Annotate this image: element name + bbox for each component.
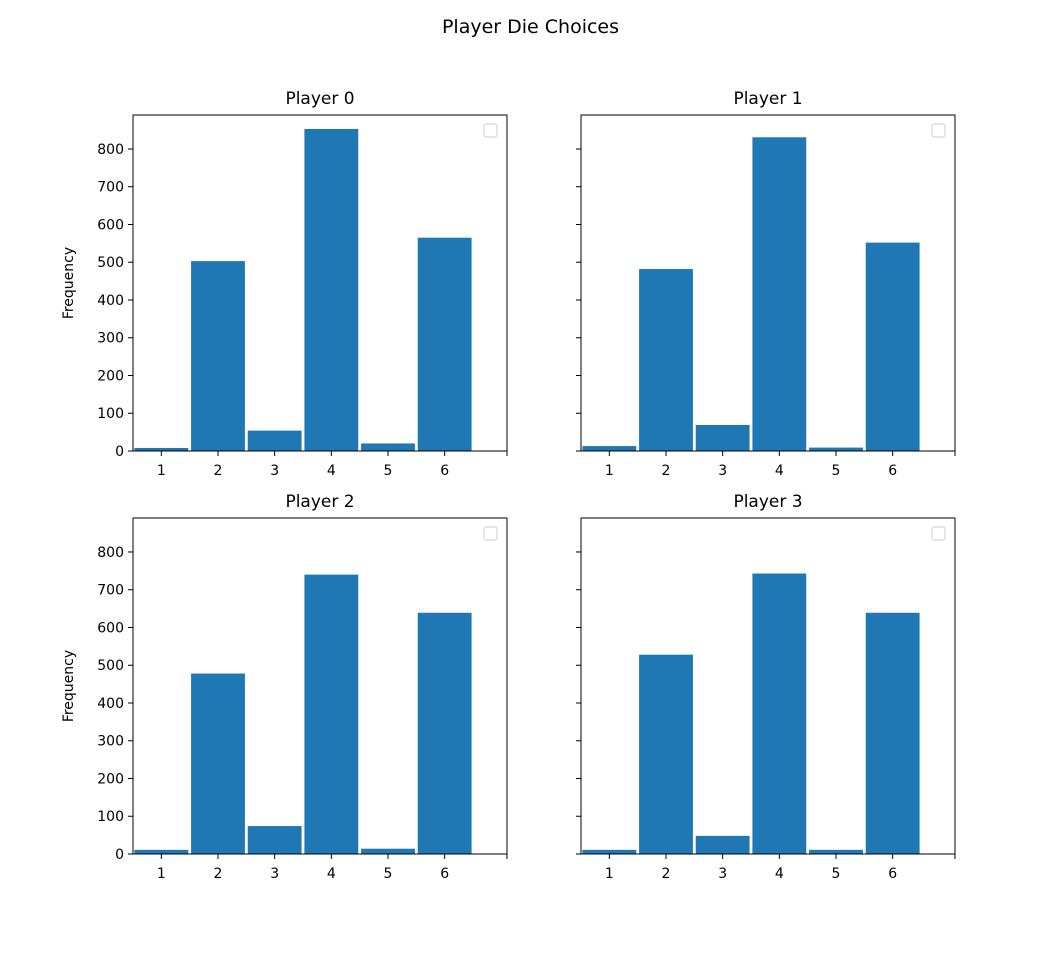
axes-frame xyxy=(132,114,508,452)
bar-2 xyxy=(191,261,245,451)
subplot-3: 1 2 3 4 5 6 Player 3 xyxy=(576,492,956,882)
bar-6 xyxy=(417,237,472,451)
y-tick-label: 600 xyxy=(97,217,124,233)
legend-box xyxy=(931,123,946,138)
bar-4 xyxy=(752,137,807,451)
y-tick-label: 0 xyxy=(115,444,124,460)
y-axis-label: Frequency xyxy=(61,650,77,722)
x-tick-label: 1 xyxy=(157,463,166,479)
x-tick-label: 3 xyxy=(718,866,727,882)
x-tick-label: 3 xyxy=(270,463,279,479)
x-tick-label: 3 xyxy=(718,463,727,479)
x-tick-label: 4 xyxy=(327,866,336,882)
x-tick-label: 2 xyxy=(214,866,223,882)
x-tick-label: 2 xyxy=(662,866,671,882)
y-tick-label: 700 xyxy=(97,583,124,599)
subplot-title: Player 3 xyxy=(733,492,802,512)
subplot-title: Player 2 xyxy=(285,492,354,512)
x-tick-label: 1 xyxy=(157,866,166,882)
y-tick-label: 800 xyxy=(97,545,124,561)
x-tick-label: 2 xyxy=(214,463,223,479)
bar-3 xyxy=(695,835,750,854)
y-axis-label: Frequency xyxy=(61,247,77,319)
x-tick-label: 4 xyxy=(327,463,336,479)
y-tick-label: 300 xyxy=(97,331,124,347)
bar-5 xyxy=(809,849,863,854)
y-tick-label: 800 xyxy=(97,142,124,158)
bar-1 xyxy=(134,447,189,451)
bar-2 xyxy=(639,269,693,451)
y-tick-label: 400 xyxy=(97,293,124,309)
bar-5 xyxy=(361,848,415,854)
bar-6 xyxy=(865,242,920,451)
subplot-2: 0 100 200 300 400 500 600 700 800 1 2 3 4 5 6 Player 2 F… xyxy=(61,492,508,882)
x-tick-label: 6 xyxy=(440,866,449,882)
bar-3 xyxy=(247,826,302,854)
subplot-1: 1 2 3 4 5 6 Player 1 xyxy=(576,89,956,479)
y-tick-label: 0 xyxy=(115,847,124,863)
legend-box xyxy=(483,123,498,138)
bar-6 xyxy=(865,612,920,854)
y-tick-label: 100 xyxy=(97,809,124,825)
bar-6 xyxy=(417,612,472,854)
bar-2 xyxy=(639,654,693,854)
x-tick-label: 5 xyxy=(832,463,841,479)
y-tick-label: 600 xyxy=(97,620,124,636)
subplot-0: 0 100 200 300 400 500 600 700 800 1 2 3 4 5 6 Player 0 F… xyxy=(61,89,508,479)
legend-box xyxy=(931,526,946,541)
figure-title: Player Die Choices xyxy=(441,16,620,38)
bar-4 xyxy=(304,574,359,854)
subplot-title: Player 1 xyxy=(733,89,802,109)
y-tick-label: 200 xyxy=(97,368,124,384)
x-tick-label: 5 xyxy=(384,463,393,479)
x-tick-label: 5 xyxy=(384,866,393,882)
bar-5 xyxy=(809,447,863,451)
bar-1 xyxy=(134,849,189,854)
legend-box xyxy=(483,526,498,541)
y-tick-label: 700 xyxy=(97,180,124,196)
x-tick-label: 1 xyxy=(605,463,614,479)
y-tick-label: 500 xyxy=(97,658,124,674)
subplot-title: Player 0 xyxy=(285,89,354,109)
bar-1 xyxy=(582,446,637,451)
bar-3 xyxy=(247,430,302,451)
bar-4 xyxy=(752,573,807,854)
bar-3 xyxy=(695,424,750,451)
y-tick-label: 200 xyxy=(97,771,124,787)
bar-5 xyxy=(361,443,415,451)
x-tick-label: 5 xyxy=(832,866,841,882)
y-tick-label: 100 xyxy=(97,406,124,422)
bar-4 xyxy=(304,128,359,451)
x-tick-label: 6 xyxy=(888,463,897,479)
axes-frame xyxy=(132,517,508,855)
x-tick-label: 6 xyxy=(440,463,449,479)
bar-1 xyxy=(582,849,637,854)
x-tick-label: 3 xyxy=(270,866,279,882)
x-tick-label: 1 xyxy=(605,866,614,882)
bar-2 xyxy=(191,673,245,854)
y-tick-label: 300 xyxy=(97,734,124,750)
y-tick-label: 400 xyxy=(97,696,124,712)
x-tick-label: 2 xyxy=(662,463,671,479)
axes-frame xyxy=(580,114,956,452)
axes-frame xyxy=(580,517,956,855)
x-tick-label: 6 xyxy=(888,866,897,882)
x-tick-label: 4 xyxy=(775,866,784,882)
x-tick-label: 4 xyxy=(775,463,784,479)
y-tick-label: 500 xyxy=(97,255,124,271)
